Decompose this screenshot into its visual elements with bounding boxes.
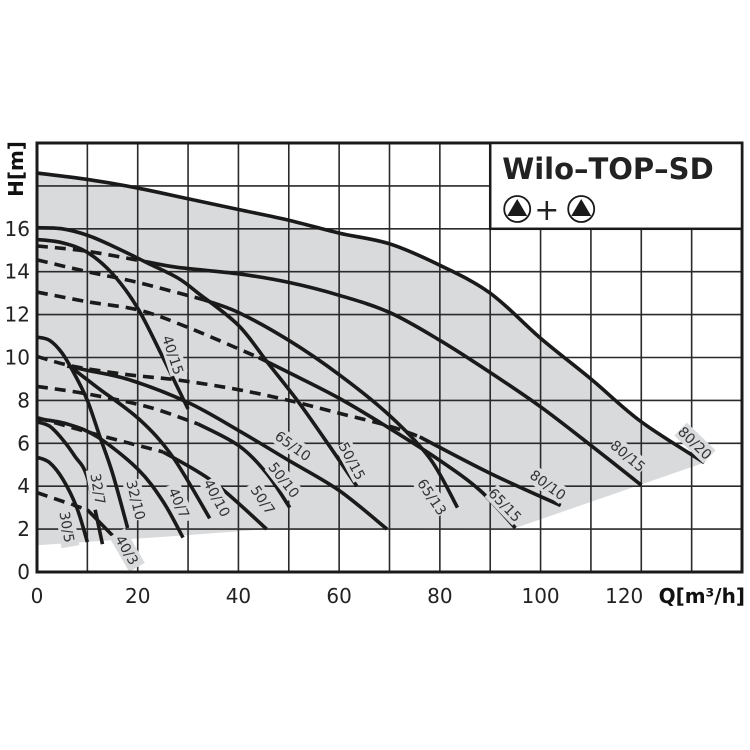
y-tick-label: 16 <box>5 217 30 241</box>
curve-dashed <box>36 258 204 302</box>
plot-frame <box>35 141 744 574</box>
y-tick-label: 0 <box>17 560 30 584</box>
curve-label-bg <box>674 422 716 464</box>
x-axis-title: Q[m³/h] <box>659 584 745 608</box>
curve-40-10 <box>71 366 212 520</box>
operating-area <box>37 173 705 546</box>
y-tick-label: 10 <box>5 346 30 370</box>
x-tick-label: 80 <box>427 584 452 608</box>
curve-40-3 <box>86 508 114 537</box>
x-tick-label: 60 <box>326 584 351 608</box>
curve-dashed <box>36 244 149 264</box>
x-tick-label: 0 <box>31 584 44 608</box>
curve-65-10 <box>66 364 389 531</box>
y-tick-label: 8 <box>17 388 30 412</box>
curve-label: 32/7 <box>86 472 107 506</box>
y-tick-label: 14 <box>5 260 30 284</box>
curve-label-bg <box>334 439 370 483</box>
x-tick-label: 20 <box>125 584 150 608</box>
curve-80-10 <box>418 435 562 508</box>
curve-80-20 <box>36 171 706 465</box>
curve-label-bg <box>271 426 315 466</box>
curve-label-bg <box>199 476 235 520</box>
curve-label-bg <box>244 478 282 522</box>
curve-label-bg <box>54 505 80 549</box>
y-tick-label: 4 <box>17 474 30 498</box>
curve-dashed <box>36 354 421 439</box>
curve-label-bg <box>484 484 526 526</box>
curve-80-15 <box>147 260 643 487</box>
y-tick-label: 2 <box>17 517 30 541</box>
curve-50-10 <box>197 422 292 509</box>
legend-box: Wilo–TOP–SD + <box>488 141 744 231</box>
curve-40-7 <box>36 416 185 539</box>
curve-label-bg <box>264 458 304 502</box>
curve-50-15 <box>36 225 359 488</box>
pump-triangle-icon <box>567 195 596 223</box>
curve-label-bg <box>158 333 188 377</box>
legend-frame <box>488 141 744 231</box>
axis-ticks: 0 20 40 60 80 100 120 0 2 4 6 8 10 12 14 16 <box>5 217 644 608</box>
operating-area-fill <box>37 173 705 546</box>
x-tick-label: 100 <box>521 584 559 608</box>
legend-plus: + <box>534 193 559 228</box>
curve-label-bg <box>162 481 196 525</box>
curve-32-10 <box>36 335 130 529</box>
curve-label: 30/5 <box>55 510 76 544</box>
x-tick-label: 40 <box>226 584 251 608</box>
curve-label-bg <box>526 465 570 505</box>
y-tick-label: 12 <box>5 303 30 327</box>
pump-triangle-icon <box>503 195 532 223</box>
y-axis-title: H[m] <box>4 141 28 197</box>
curve-dashed <box>36 290 260 360</box>
curve-label-bg <box>122 478 150 522</box>
x-tick-label: 120 <box>605 584 643 608</box>
curve-dashed <box>36 384 199 426</box>
legend-title: Wilo–TOP–SD <box>502 152 713 186</box>
curve-dashed <box>36 490 88 512</box>
curve-label-bg <box>109 528 145 572</box>
curve-65-15 <box>257 355 517 530</box>
curve-65-13 <box>202 297 460 509</box>
curve-label-bg <box>85 467 111 511</box>
triangle-glyph <box>571 199 592 216</box>
curve-label-bg <box>606 436 650 476</box>
curve-label-bg <box>413 475 451 519</box>
curve-30-5 <box>36 455 90 543</box>
triangle-glyph <box>507 199 528 216</box>
y-tick-label: 6 <box>17 431 30 455</box>
curve-40-15 <box>36 237 190 410</box>
